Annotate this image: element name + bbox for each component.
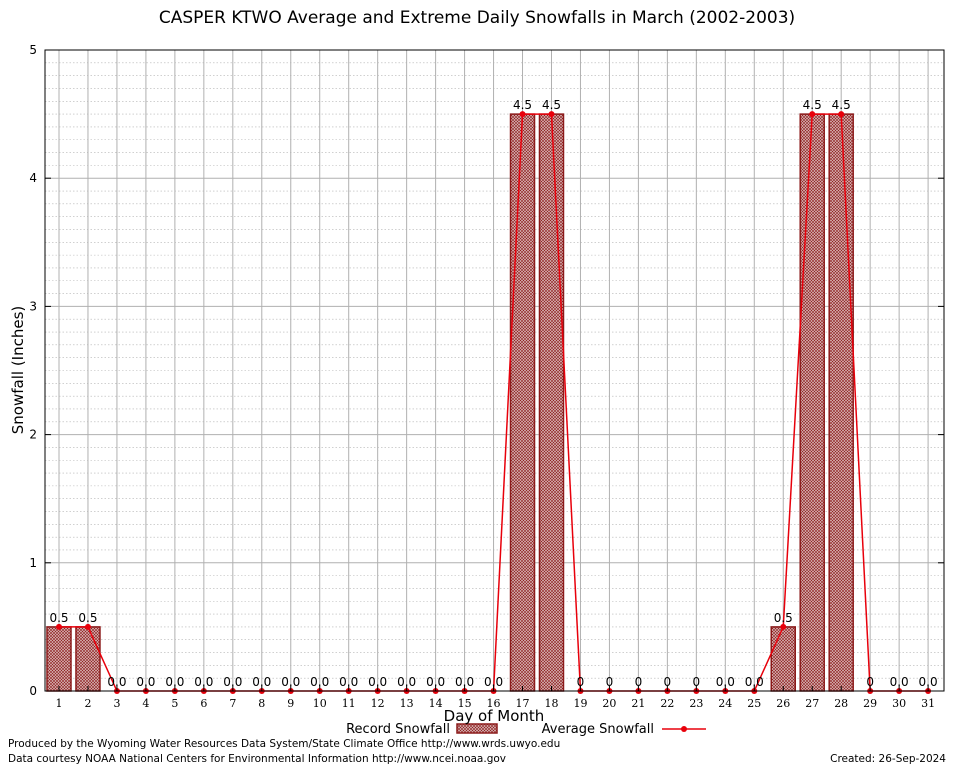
plot-frame	[44, 49, 945, 692]
record-snowfall-bar-day-26	[770, 626, 796, 692]
data-label-day-18: 4.5	[542, 98, 561, 112]
data-label-day-6: 0.0	[194, 675, 213, 689]
data-label-day-27: 4.5	[803, 98, 822, 112]
y-tick-label: 3	[29, 299, 37, 313]
x-tick-label-day-31: 31	[921, 697, 935, 710]
x-tick-label-day-13: 13	[400, 697, 414, 710]
legend-swatch-record-snowfall	[456, 723, 498, 734]
average-snowfall-point-day-28	[838, 111, 845, 118]
x-tick-label-day-25: 25	[747, 697, 761, 710]
x-tick-label-day-24: 24	[718, 697, 732, 710]
average-snowfall-point-day-2	[84, 623, 91, 630]
x-tick-label-day-1: 1	[56, 697, 63, 710]
average-snowfall-point-day-18	[548, 111, 555, 118]
data-label-day-26: 0.5	[774, 611, 793, 625]
legend-label-average-snowfall: Average Snowfall	[542, 722, 654, 737]
data-label-day-14: 0.0	[426, 675, 445, 689]
record-snowfall-bar-day-1	[46, 626, 72, 692]
data-label-day-1: 0.5	[49, 611, 68, 625]
y-tick-label: 4	[29, 171, 37, 185]
data-label-day-30: 0.0	[890, 675, 909, 689]
x-tick-label-day-28: 28	[834, 697, 848, 710]
data-label-day-2: 0.5	[78, 611, 97, 625]
footer-produced-by: Produced by the Wyoming Water Resources …	[8, 738, 561, 750]
x-tick-label-day-30: 30	[892, 697, 906, 710]
x-tick-label-day-27: 27	[805, 697, 819, 710]
x-tick-label-day-16: 16	[487, 697, 501, 710]
y-tick-label: 0	[29, 684, 37, 698]
data-label-day-8: 0.0	[252, 675, 271, 689]
data-label-day-13: 0.0	[397, 675, 416, 689]
x-axis-label: Day of Month	[444, 707, 545, 725]
x-tick-label-day-8: 8	[258, 697, 265, 710]
record-snowfall-bar-day-17	[509, 113, 536, 692]
y-tick-label: 1	[29, 556, 37, 570]
y-tick-label: 2	[29, 428, 37, 442]
x-tick-label-day-22: 22	[660, 697, 674, 710]
x-tick-label-day-15: 15	[458, 697, 472, 710]
legend-marker-average-snowfall	[681, 726, 687, 732]
x-tick-label-day-29: 29	[863, 697, 877, 710]
data-label-day-15: 0.0	[455, 675, 474, 689]
data-label-day-19: 0	[577, 675, 585, 689]
x-tick-label-day-4: 4	[142, 697, 149, 710]
data-label-day-23: 0	[693, 675, 701, 689]
data-label-day-21: 0	[635, 675, 643, 689]
record-snowfall-bar-day-28	[828, 113, 854, 692]
data-label-day-11: 0.0	[339, 675, 358, 689]
x-tick-label-day-17: 17	[516, 697, 530, 710]
data-label-day-3: 0.0	[107, 675, 126, 689]
data-label-day-28: 4.5	[832, 98, 851, 112]
x-tick-label-day-3: 3	[113, 697, 120, 710]
x-tick-label-day-5: 5	[171, 697, 178, 710]
footer-data-courtesy: Data courtesy NOAA National Centers for …	[8, 753, 507, 765]
x-tick-label-day-9: 9	[287, 697, 294, 710]
x-tick-label-day-20: 20	[602, 697, 616, 710]
footer-created-date: Created: 26-Sep-2024	[830, 753, 946, 765]
x-tick-label-day-2: 2	[84, 697, 91, 710]
x-tick-label-day-10: 10	[313, 697, 327, 710]
x-tick-label-day-19: 19	[573, 697, 587, 710]
record-snowfall-bar-day-27	[799, 113, 825, 692]
data-label-day-20: 0	[606, 675, 614, 689]
data-label-day-25: 0.0	[745, 675, 764, 689]
y-tick-label: 5	[29, 43, 37, 57]
x-tick-label-day-23: 23	[689, 697, 703, 710]
data-label-day-5: 0.0	[165, 675, 184, 689]
x-tick-label-day-11: 11	[342, 697, 356, 710]
record-snowfall-bar-day-2	[75, 626, 101, 692]
data-label-day-12: 0.0	[368, 675, 387, 689]
data-label-day-4: 0.0	[136, 675, 155, 689]
data-label-day-16: 0.0	[484, 675, 503, 689]
x-tick-label-day-14: 14	[429, 697, 443, 710]
average-snowfall-point-day-26	[780, 623, 787, 630]
data-label-day-7: 0.0	[223, 675, 242, 689]
record-snowfall-bars	[46, 113, 854, 692]
average-snowfall-point-day-17	[519, 111, 526, 118]
data-label-day-22: 0	[664, 675, 672, 689]
data-label-day-10: 0.0	[310, 675, 329, 689]
legend-label-record-snowfall: Record Snowfall	[346, 722, 450, 737]
chart-title: CASPER KTWO Average and Extreme Daily Sn…	[158, 8, 796, 28]
data-label-day-29: 0	[866, 675, 874, 689]
data-labels: 0.5 0.5 0.0 0.0 0.0 0.0 0.0 0.0 0.0 0.0 0.0 0.0 0.0 0…	[49, 98, 937, 689]
x-tick-label-day-21: 21	[631, 697, 645, 710]
data-label-day-31: 0.0	[919, 675, 938, 689]
x-tick-label-day-7: 7	[229, 697, 236, 710]
y-axis-label: Snowfall (Inches)	[9, 306, 27, 434]
data-label-day-9: 0.0	[281, 675, 300, 689]
data-label-day-24: 0.0	[716, 675, 735, 689]
average-snowfall-point-day-27	[809, 111, 816, 118]
x-tick-label-day-6: 6	[200, 697, 207, 710]
data-label-day-17: 4.5	[513, 98, 532, 112]
x-tick-label-day-12: 12	[371, 697, 385, 710]
record-snowfall-bar-day-18	[538, 113, 565, 692]
average-snowfall-point-day-1	[56, 623, 62, 630]
x-tick-label-day-26: 26	[776, 697, 790, 710]
x-tick-label-day-18: 18	[544, 697, 558, 710]
legend: Record Snowfall Average Snowfall	[346, 722, 706, 737]
